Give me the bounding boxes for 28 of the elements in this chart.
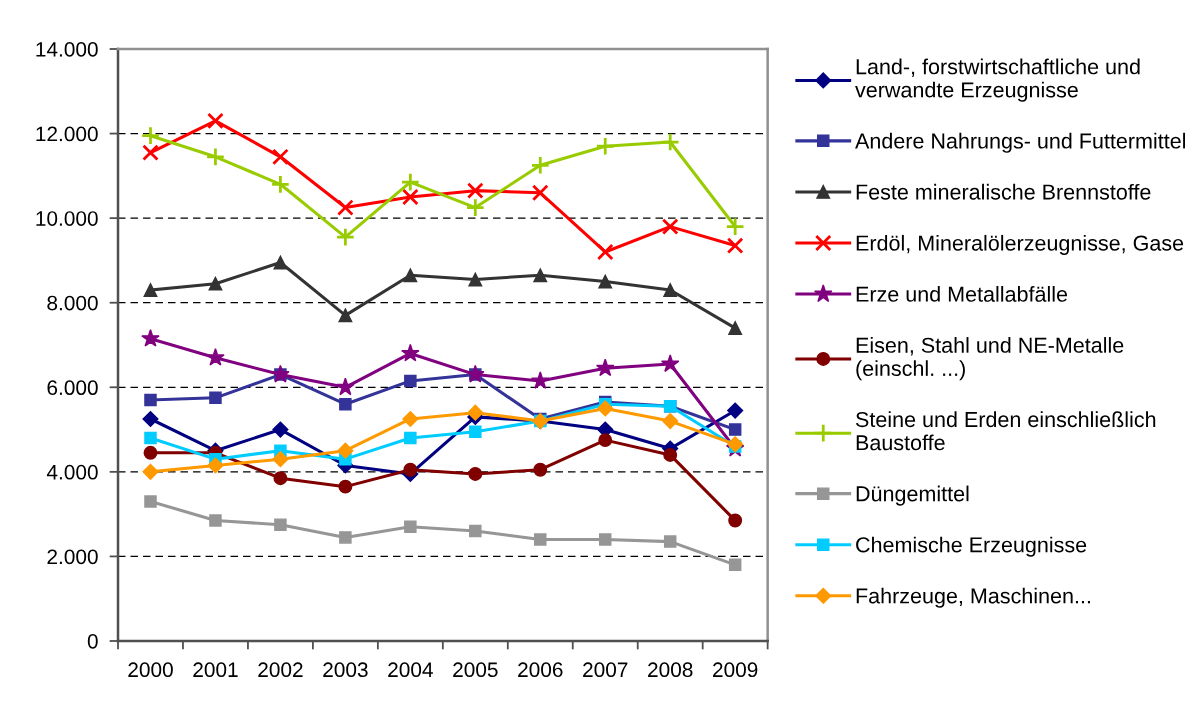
y-tick-label: 2.000 <box>47 549 98 565</box>
x-tick-label: 2002 <box>258 662 303 678</box>
y-tick-label: 4.000 <box>46 464 98 480</box>
legend-label: Erze und Metallabfälle <box>856 285 1068 302</box>
legend-label: Land-, forstwirtschaftliche und verwandte Erzeugnisse <box>855 58 1140 102</box>
y-tick-label: 12.000 <box>36 126 98 142</box>
legend-label: Steine und Erden einschließlich Baustoffe <box>855 411 1156 451</box>
x-tick-label: 2009 <box>713 662 758 678</box>
x-tick-label: 2007 <box>583 662 628 678</box>
y-tick-label: 0 <box>87 633 98 649</box>
legend-label: Andere Nahrungs- und Futtermittel <box>855 132 1186 153</box>
y-tick-label: 10.000 <box>36 211 98 226</box>
y-tick-label: 8.000 <box>47 295 98 311</box>
legend-label: Erdöl, Mineralölerzeugnisse, Gase <box>856 234 1184 255</box>
legend-label: Eisen, Stahl und NE-Metalle (einschl. ...) <box>856 337 1124 381</box>
y-tick-label: 14.000 <box>36 42 98 57</box>
x-tick-label: 2001 <box>193 662 238 678</box>
legend-label: Feste mineralische Brennstoffe <box>856 183 1151 200</box>
x-tick-label: 2003 <box>323 662 368 678</box>
legend-label: Fahrzeuge, Maschinen... <box>856 587 1090 608</box>
x-tick-label: 2000 <box>128 662 173 678</box>
legend-label: Düngemittel <box>856 485 969 506</box>
y-tick-label: 6.000 <box>47 380 98 396</box>
x-tick-label: 2004 <box>388 662 433 678</box>
legend-label: Chemische Erzeugnisse <box>856 536 1087 557</box>
x-tick-label: 2005 <box>453 662 498 678</box>
x-tick-label: 2006 <box>518 662 563 678</box>
x-tick-label: 2008 <box>648 662 693 678</box>
